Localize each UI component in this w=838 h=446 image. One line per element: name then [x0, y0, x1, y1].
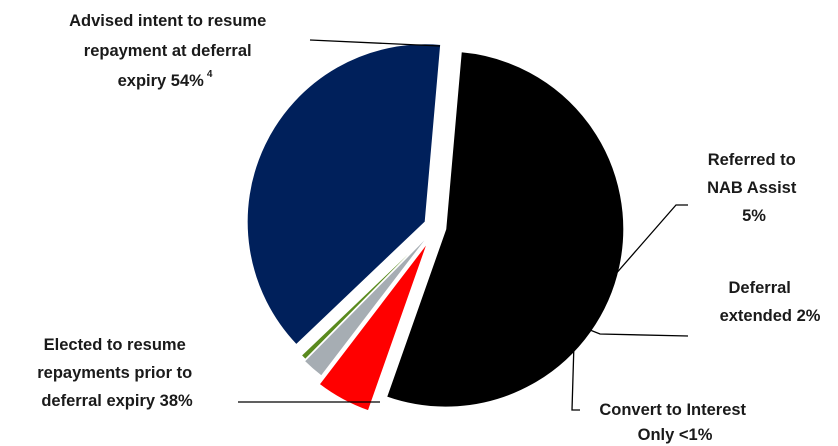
label-interest-only-line-1: Convert to Interest: [599, 401, 746, 419]
label-deferral-extended-line-1: Deferral: [729, 279, 791, 297]
label-deferral-extended: Deferral extended 2%: [720, 279, 821, 325]
pie-slices: [246, 43, 625, 412]
leader-line-deferral-extended: [584, 327, 689, 337]
label-interest-only: Convert to Interest Only <1%: [599, 401, 750, 444]
label-nab-assist-line-1: Referred to: [708, 151, 796, 169]
label-advised: Advised intent to resume repayment at de…: [69, 12, 271, 90]
leader-line-advised: [309, 39, 441, 47]
label-nab-assist-line-2: NAB Assist: [707, 179, 797, 197]
label-advised-line-2: repayment at deferral: [84, 42, 252, 60]
slice-advised: [386, 51, 625, 408]
leader-lines: [238, 39, 689, 411]
label-advised-footnote: 4: [207, 69, 213, 80]
label-interest-only-line-2: Only <1%: [638, 426, 713, 444]
slice-elected: [246, 43, 442, 346]
label-elected-line-1: Elected to resume: [44, 336, 186, 354]
leader-line-nab-assist: [599, 204, 688, 293]
slice-interest-only: [300, 232, 431, 361]
label-nab-assist: Referred to NAB Assist 5%: [707, 151, 801, 225]
label-elected-line-3: deferral expiry 38%: [41, 392, 193, 410]
label-elected: Elected to resume repayments prior to de…: [37, 336, 197, 410]
label-nab-assist-line-3: 5%: [742, 207, 766, 225]
slice-nab-assist: [318, 242, 428, 412]
label-advised-line-1: Advised intent to resume: [69, 12, 266, 30]
slice-deferral-extended: [303, 234, 430, 377]
leader-line-interest-only: [571, 342, 580, 411]
label-elected-line-2: repayments prior to: [37, 364, 192, 382]
label-advised-line-3: expiry 54%: [118, 72, 205, 90]
label-deferral-extended-line-2: extended 2%: [720, 307, 821, 325]
